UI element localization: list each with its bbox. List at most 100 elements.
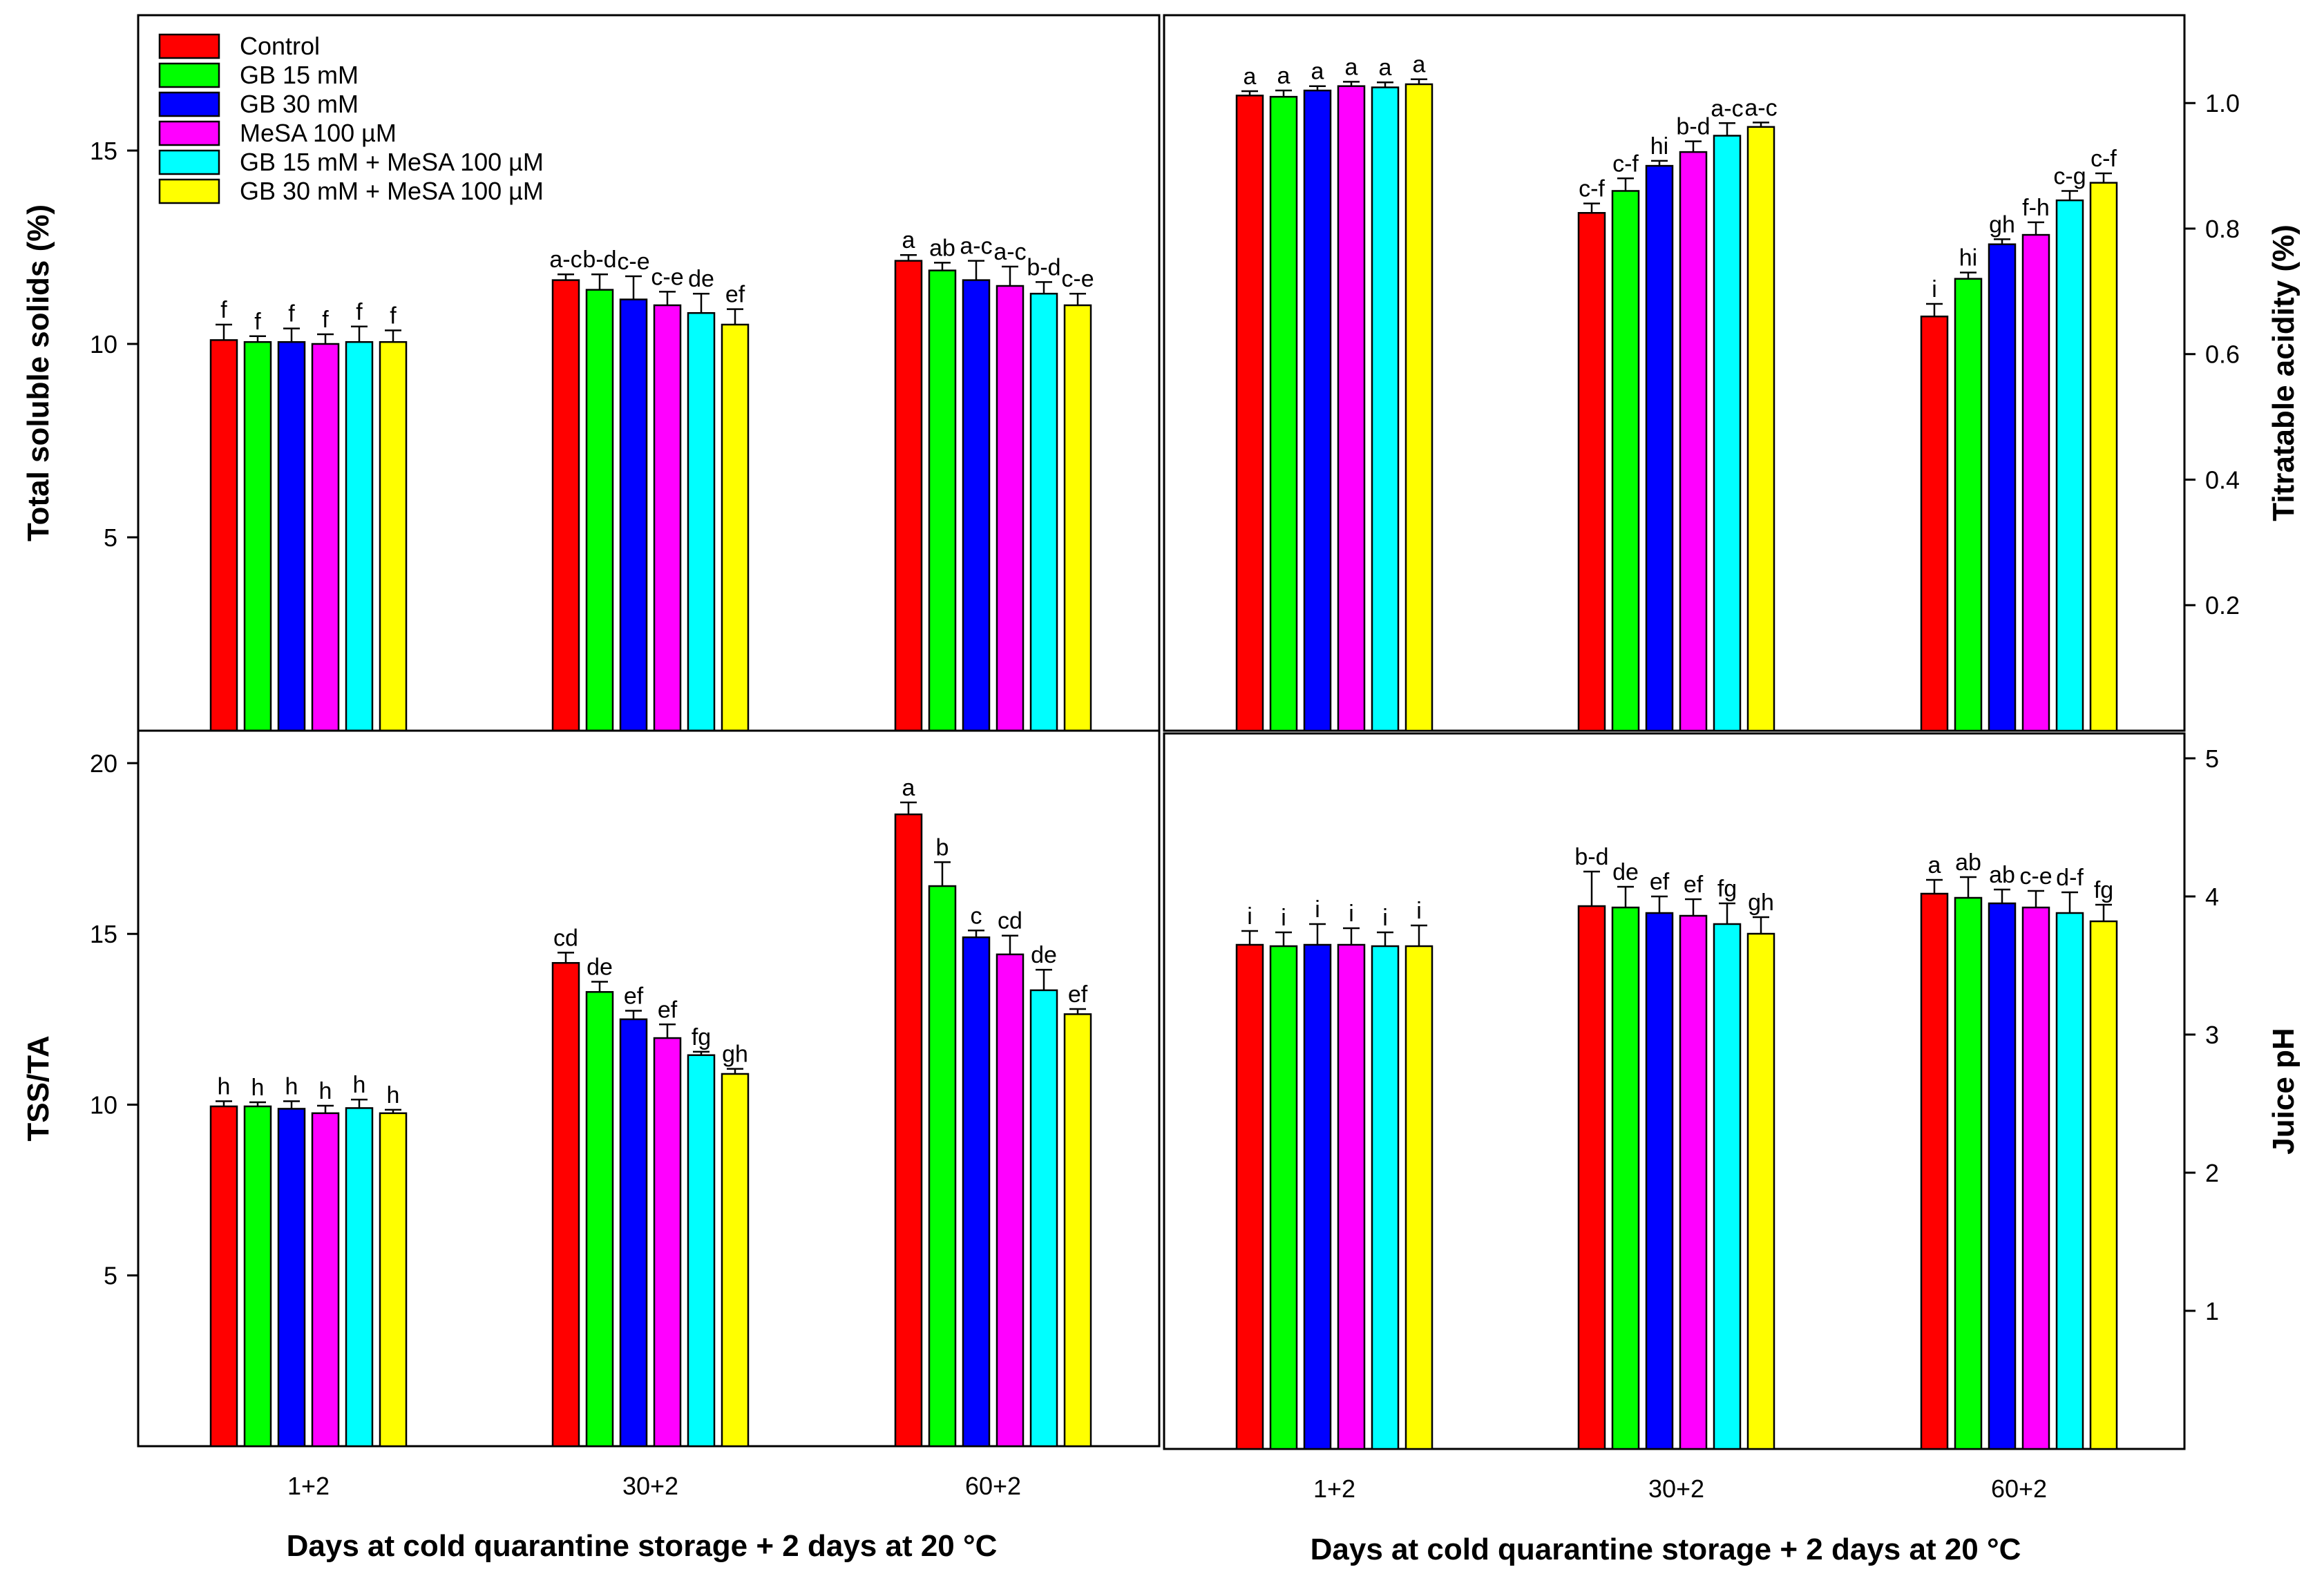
bar: [894, 813, 923, 1448]
panel-frame: [1163, 14, 2186, 732]
y-tick-label: 5: [2205, 745, 2219, 773]
bar: [1029, 292, 1058, 732]
significance-letter: de: [688, 266, 714, 292]
significance-letter: h: [353, 1072, 366, 1098]
y-tick-label: 3: [2205, 1021, 2219, 1049]
significance-letter: gh: [1748, 890, 1774, 916]
significance-letter: gh: [1989, 211, 2015, 238]
bar: [1269, 945, 1298, 1450]
bar: [619, 1018, 648, 1448]
legend-label: GB 15 mM + MeSA 100 µM: [240, 148, 544, 176]
significance-letter: h: [218, 1074, 231, 1100]
y-tick-label: 0.6: [2205, 340, 2240, 369]
significance-letter: c-f: [1612, 151, 1639, 177]
bar: [962, 936, 991, 1448]
significance-letter: ab: [1989, 862, 2015, 888]
significance-letter: de: [1031, 942, 1057, 968]
legend-swatch: [158, 120, 220, 146]
bar: [379, 1112, 408, 1448]
significance-letter: b-d: [1027, 254, 1060, 280]
x-tick-label: 30+2: [1648, 1474, 1704, 1503]
significance-letter: cd: [553, 925, 578, 951]
bar: [653, 1037, 682, 1448]
significance-letter: c-e: [1061, 266, 1094, 292]
bar: [1954, 896, 1983, 1450]
significance-letter: fg: [1717, 876, 1737, 902]
bar: [1679, 151, 1708, 732]
y-tick-label: 15: [90, 137, 117, 165]
bar: [2021, 233, 2050, 732]
bar: [653, 304, 682, 732]
y-tick-label: 20: [90, 749, 117, 778]
significance-letter: a: [1379, 55, 1392, 81]
significance-letter: ef: [1650, 869, 1670, 895]
significance-letter: c-g: [2053, 163, 2086, 189]
bar: [1920, 315, 1949, 732]
panel-frame: [137, 729, 1161, 1448]
legend-swatch: [158, 33, 220, 59]
bar: [1988, 902, 2017, 1450]
x-tick-label: 1+2: [287, 1472, 330, 1500]
significance-letter: de: [587, 954, 613, 980]
significance-letter: f: [322, 307, 329, 333]
legend-label: GB 30 mM + MeSA 100 µM: [240, 177, 544, 205]
bar: [209, 339, 238, 732]
significance-letter: h: [285, 1074, 298, 1100]
significance-letter: f: [254, 309, 261, 335]
significance-letter: f: [288, 301, 295, 327]
bar: [1746, 932, 1775, 1450]
bar: [345, 1107, 374, 1448]
bar: [687, 1054, 716, 1448]
bar: [277, 340, 306, 732]
bar: [209, 1105, 238, 1448]
significance-letter: b-d: [1676, 114, 1710, 140]
bar: [1746, 126, 1775, 732]
bar: [1645, 164, 1674, 732]
significance-letter: fg: [2094, 877, 2113, 903]
bar: [928, 885, 957, 1448]
bar: [243, 1105, 272, 1448]
bar: [1303, 89, 1332, 732]
bar: [1303, 943, 1332, 1450]
significance-letter: a-c: [960, 233, 992, 260]
significance-letter: i: [1349, 901, 1354, 927]
bar: [1337, 943, 1366, 1450]
bar: [551, 962, 580, 1448]
y-tick-label: 5: [104, 523, 117, 552]
bar: [619, 298, 648, 732]
y-tick-label: 5: [104, 1262, 117, 1290]
significance-letter: hi: [1959, 245, 1977, 271]
y-tick-label: 0.4: [2205, 465, 2240, 494]
bar: [1269, 95, 1298, 732]
bar: [894, 260, 923, 732]
x-axis-label-right: Days at cold quarantine storage + 2 days…: [1311, 1533, 2021, 1566]
significance-letter: f: [390, 302, 397, 329]
bar: [585, 991, 614, 1448]
bar: [1713, 923, 1742, 1450]
bar: [1679, 914, 1708, 1450]
bar: [1063, 1013, 1092, 1448]
bar: [996, 953, 1025, 1448]
legend-swatch: [158, 178, 220, 204]
significance-letter: h: [319, 1078, 332, 1104]
significance-letter: de: [1612, 859, 1639, 885]
y-axis-title: TSS/TA: [21, 1035, 55, 1141]
panel-frame: [1163, 732, 2186, 1450]
bar: [379, 340, 408, 732]
legend-swatch: [158, 91, 220, 117]
bar: [721, 1073, 750, 1448]
bar: [721, 323, 750, 732]
legend-swatch: [158, 62, 220, 88]
significance-letter: ef: [1068, 981, 1088, 1008]
legend-label: GB 30 mM: [240, 90, 359, 118]
significance-letter: a-c: [993, 239, 1026, 265]
legend-swatch: [158, 149, 220, 175]
bar: [1235, 95, 1264, 732]
bar: [1063, 304, 1092, 732]
bar: [585, 289, 614, 732]
bar: [928, 269, 957, 732]
significance-letter: a: [1413, 52, 1426, 78]
